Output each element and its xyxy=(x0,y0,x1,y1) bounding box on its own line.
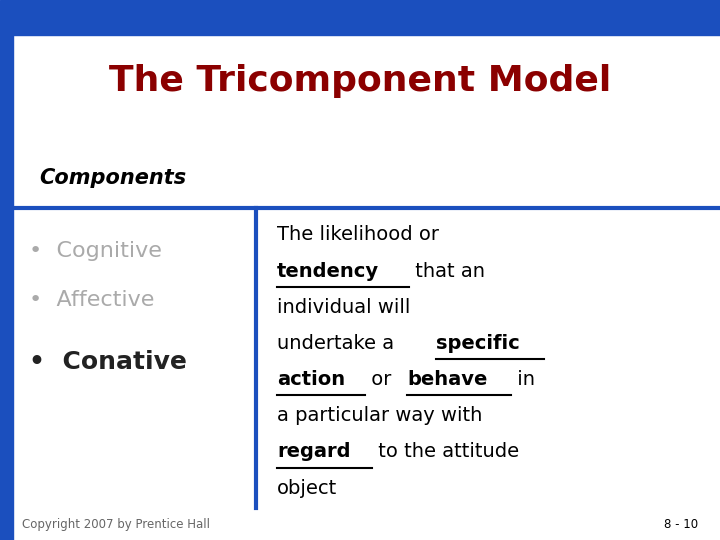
Text: 8 - 10: 8 - 10 xyxy=(665,518,698,531)
Text: individual will: individual will xyxy=(277,298,410,317)
Bar xyxy=(0,0,720,35)
Text: •  Conative: • Conative xyxy=(29,350,186,374)
Text: undertake a: undertake a xyxy=(277,334,400,353)
Text: The Tricomponent Model: The Tricomponent Model xyxy=(109,64,611,98)
Text: specific: specific xyxy=(436,334,520,353)
Text: to the attitude: to the attitude xyxy=(372,442,519,462)
Text: regard: regard xyxy=(277,442,351,462)
Text: that an: that an xyxy=(409,261,485,281)
Text: behave: behave xyxy=(408,370,487,389)
Text: a particular way with: a particular way with xyxy=(277,406,482,426)
Text: The likelihood or: The likelihood or xyxy=(277,225,439,245)
Text: Components: Components xyxy=(40,168,186,188)
Text: object: object xyxy=(277,478,338,498)
Text: tendency: tendency xyxy=(277,261,379,281)
Text: •  Cognitive: • Cognitive xyxy=(29,241,162,261)
Text: in: in xyxy=(511,370,535,389)
Bar xyxy=(0,35,13,540)
Text: •  Affective: • Affective xyxy=(29,289,154,310)
Text: Copyright 2007 by Prentice Hall: Copyright 2007 by Prentice Hall xyxy=(22,518,210,531)
Text: or: or xyxy=(365,370,397,389)
Text: action: action xyxy=(277,370,346,389)
